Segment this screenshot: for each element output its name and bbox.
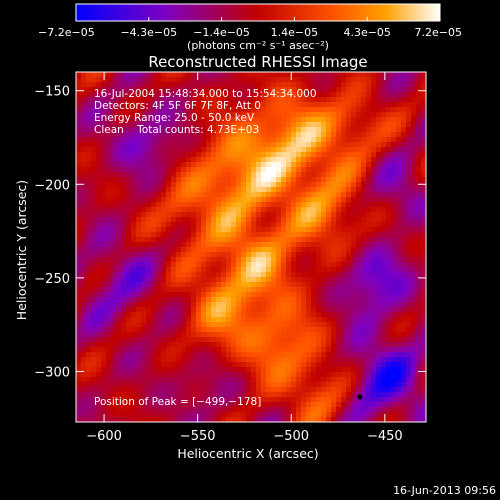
x-axis-ticks xyxy=(103,72,386,422)
annotation-peak-position: Position of Peak = [−499,−178] xyxy=(94,396,261,408)
colorbar-tick-label: −4.3e−05 xyxy=(120,26,177,39)
heatmap-image xyxy=(76,72,426,422)
footer-date: 16-Jun-2013 09:56 xyxy=(393,484,496,497)
x-axis-label: Heliocentric X (arcsec) xyxy=(177,446,318,461)
peak-marker xyxy=(357,394,363,400)
annotation-detectors: Detectors: 4F 5F 6F 7F 8F, Att 0 xyxy=(94,100,261,112)
y-tick-label: −300 xyxy=(34,365,70,380)
annotation-time-range: 16-Jul-2004 15:48:34.000 to 15:54:34.000 xyxy=(94,88,317,100)
y-axis-tick-labels: −150 −200 −250 −300 xyxy=(34,85,70,381)
y-tick-label: −250 xyxy=(34,272,70,287)
colorbar-tick-labels: −7.2e−05 −4.3e−05 −1.4e−05 1.4e−05 4.3e−05 7.… xyxy=(38,26,462,39)
y-tick-label: −150 xyxy=(34,85,70,100)
x-tick-label: −500 xyxy=(273,429,309,444)
colorbar-tick-label: 7.2e−05 xyxy=(415,26,462,39)
colorbar xyxy=(75,3,441,22)
colorbar-tick-label: 4.3e−05 xyxy=(343,26,390,39)
y-axis-ticks xyxy=(76,90,426,372)
colorbar-ticks xyxy=(75,17,441,21)
plot-frame xyxy=(75,71,427,423)
colorbar-unit-label: (photons cm⁻² s⁻¹ asec⁻²) xyxy=(187,39,329,52)
chart-title: Reconstructed RHESSI Image xyxy=(148,53,367,71)
x-axis-tick-labels: −600 −550 −500 −450 xyxy=(86,429,402,444)
colorbar-tick-label: −7.2e−05 xyxy=(38,26,95,39)
y-axis-label: Heliocentric Y (arcsec) xyxy=(14,180,29,320)
colorbar-tick-label: 1.4e−05 xyxy=(271,26,318,39)
x-tick-label: −550 xyxy=(180,429,216,444)
annotation-energy-range: Energy Range: 25.0 - 50.0 keV xyxy=(94,112,255,124)
colorbar-tick-label: −1.4e−05 xyxy=(193,26,250,39)
x-tick-label: −450 xyxy=(367,429,403,444)
y-tick-label: −200 xyxy=(34,178,70,193)
annotation-method-counts: Clean Total counts: 4.73E+03 xyxy=(94,124,259,136)
x-tick-label: −600 xyxy=(86,429,122,444)
